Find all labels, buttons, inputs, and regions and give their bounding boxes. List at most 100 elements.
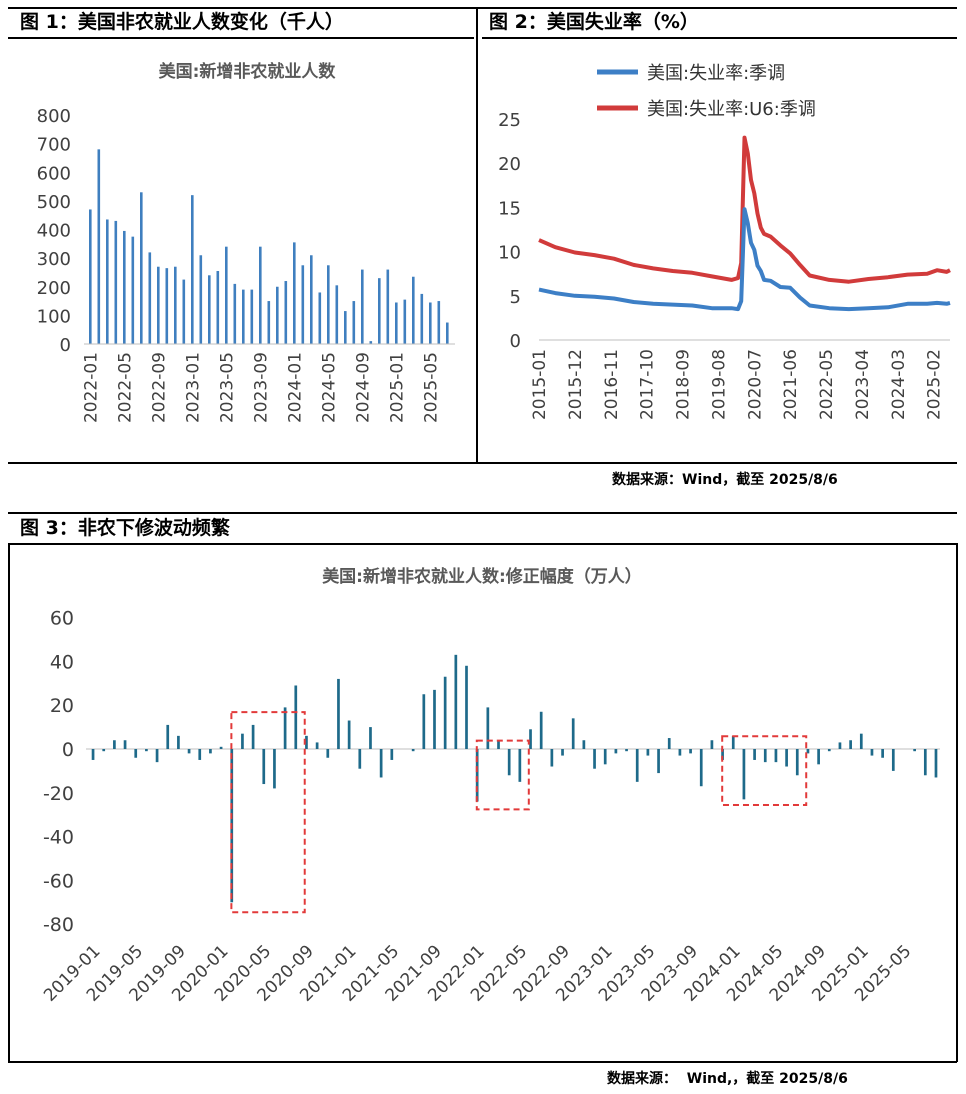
panel-divider (476, 7, 478, 464)
fig3-bar (497, 740, 500, 749)
fig3-bar (678, 749, 682, 756)
fig3-bar (411, 749, 415, 752)
fig1-ytick-label: 600 (37, 163, 71, 184)
fig3-top-border (8, 512, 957, 514)
fig1-bar (293, 242, 296, 344)
header-border-2 (482, 37, 957, 39)
fig3-bar (486, 707, 490, 749)
fig1-bar (140, 192, 143, 344)
fig3-bar (241, 733, 244, 749)
fig3-bar (827, 749, 831, 752)
fig1-xtick-label: 2023-09 (251, 352, 271, 423)
fig3-bar (635, 749, 639, 782)
fig1-ytick-label: 800 (37, 106, 71, 127)
fig1-ytick-label: 500 (37, 192, 71, 213)
fig2-series-line (538, 135, 951, 284)
fig3-bar (326, 749, 330, 758)
fig3-bar (251, 724, 255, 749)
fig3-bar (699, 749, 703, 787)
fig2-xtick-label: 2018-09 (674, 349, 694, 420)
fig3-bar (731, 735, 735, 749)
fig3-highlight-box (230, 711, 306, 914)
fig3-bar (337, 678, 340, 749)
fig3-bar (689, 749, 692, 754)
fig1-bar (157, 266, 160, 344)
fig3-chart-title: 美国:新增非农就业人数:修正幅度（万人） (322, 566, 642, 587)
fig1-bar (327, 265, 330, 344)
fig3-bar (817, 749, 820, 765)
fig1-bar (446, 322, 449, 344)
fig1-xtick-label: 2024-01 (285, 352, 305, 423)
fig3-bar (187, 749, 191, 754)
fig1-bar (208, 275, 211, 344)
fig2-xtick-label: 2017-10 (638, 349, 658, 420)
fig3-bar (177, 735, 180, 749)
fig1-bar (420, 293, 424, 344)
fig2-legend-label: 美国:失业率:季调 (647, 63, 785, 84)
fig1-ytick-label: 200 (37, 278, 71, 299)
fig1-bar (148, 252, 152, 344)
fig3-bar (379, 749, 383, 778)
fig1-xtick-label: 2024-05 (319, 352, 339, 423)
fig3-bar (219, 746, 223, 749)
fig1-bar (199, 255, 203, 344)
fig1-bar (284, 281, 288, 344)
fig1-bar (395, 302, 398, 344)
fig3-bar (582, 740, 586, 749)
fig1-bar (106, 219, 109, 344)
fig2-xtick-label: 2015-12 (566, 349, 586, 420)
fig1-bar (225, 246, 228, 344)
fig1-bar (131, 236, 135, 344)
fig1-ytick-label: 0 (60, 335, 71, 356)
fig3-bar (913, 749, 916, 752)
fig3-bar (198, 749, 202, 760)
fig3-bar (742, 749, 746, 800)
fig2-xtick-label: 2024-03 (889, 349, 909, 420)
fig3-bar (849, 740, 852, 749)
fig1-xtick-label: 2023-05 (217, 352, 237, 423)
fig1-bar (361, 269, 364, 344)
fig1-ytick-label: 300 (37, 249, 71, 270)
fig1-xtick-label: 2022-01 (81, 352, 101, 423)
fig2-ytick-label: 0 (510, 331, 521, 352)
fig3-ytick-label: 60 (50, 608, 74, 630)
fig2-title: 图 2：美国失业率（%） (489, 11, 699, 33)
fig3-bar (347, 720, 351, 749)
fig3-ytick-label: -40 (43, 827, 74, 849)
fig1-xtick-label: 2024-09 (353, 352, 373, 423)
fig3-bar (134, 749, 138, 758)
fig1-bar (216, 271, 220, 344)
fig3-bar (625, 749, 628, 752)
fig3-bar (870, 749, 874, 756)
fig3-bar (881, 749, 884, 758)
fig1-bar (267, 301, 271, 344)
fig3-bar (785, 749, 788, 767)
fig1-bar (335, 285, 339, 344)
fig1-bar (437, 301, 441, 344)
fig3-ytick-label: 40 (50, 651, 74, 673)
source-note-1: 数据来源：Wind，截至 2025/8/6 (612, 472, 838, 488)
fig3-bar (273, 749, 276, 789)
fig3-right-border (956, 543, 958, 1062)
fig3-bar (294, 685, 298, 749)
fig2-ytick-label: 25 (498, 110, 521, 131)
fig1-bar (344, 311, 347, 344)
fig3-bar (91, 749, 95, 760)
fig1-bar (97, 149, 101, 344)
fig3-bar (102, 749, 106, 752)
fig1-bar (352, 301, 356, 344)
fig3-bar (475, 749, 479, 802)
fig1-bar (242, 289, 245, 344)
fig3-bar (721, 749, 724, 760)
fig3-bar (465, 665, 468, 749)
fig3-bar (507, 749, 511, 776)
fig1-bar (412, 276, 415, 344)
fig1-bar (182, 279, 186, 344)
fig3-bar (209, 749, 212, 754)
fig3-ytick-label: -80 (43, 914, 74, 936)
fig1-bar (318, 292, 322, 344)
fig3-bar (113, 740, 116, 749)
fig1-bar (89, 209, 92, 344)
